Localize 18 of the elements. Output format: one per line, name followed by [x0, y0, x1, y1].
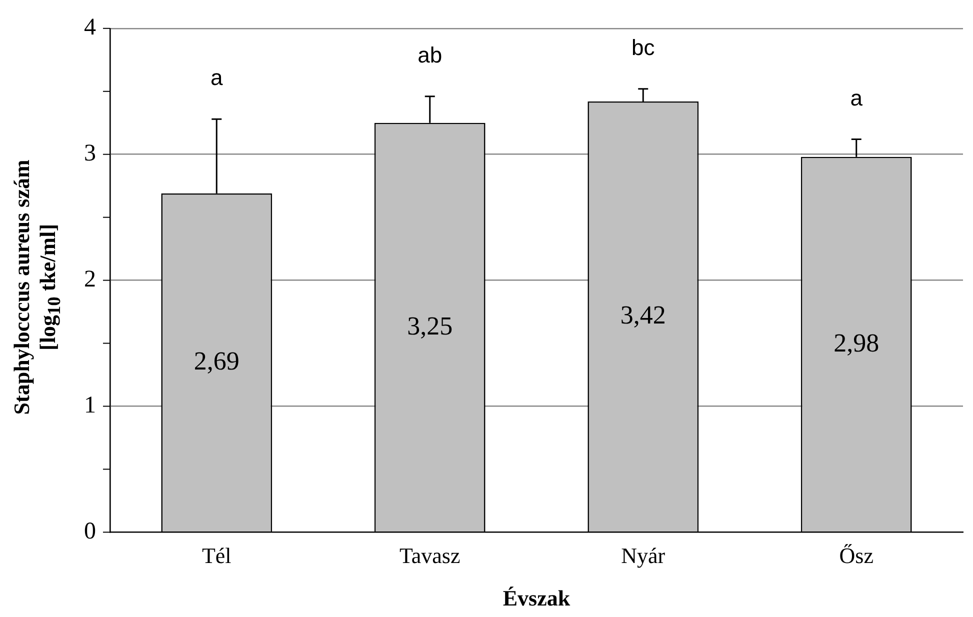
x-tick-label: Tavasz [399, 543, 460, 568]
y-tick-label: 4 [84, 14, 96, 41]
annotation: ab [418, 42, 442, 68]
annotation: bc [632, 34, 655, 60]
x-tick-label: Tél [202, 543, 232, 568]
x-tick-label: Nyár [621, 543, 666, 568]
x-axis-title: Évszak [502, 585, 571, 610]
y-tick-label: 3 [84, 140, 96, 167]
annotation: a [850, 85, 864, 110]
data-label: 2,69 [194, 346, 240, 376]
y-tick-label: 0 [84, 518, 96, 544]
x-tick-label: Ősz [839, 543, 874, 568]
y-tick-label: 1 [84, 392, 96, 419]
data-label: 3,42 [620, 300, 666, 330]
data-label: 3,25 [407, 311, 453, 340]
annotation: a [210, 65, 224, 90]
y-tick-label: 2 [84, 266, 96, 293]
data-label: 2,98 [834, 328, 880, 358]
